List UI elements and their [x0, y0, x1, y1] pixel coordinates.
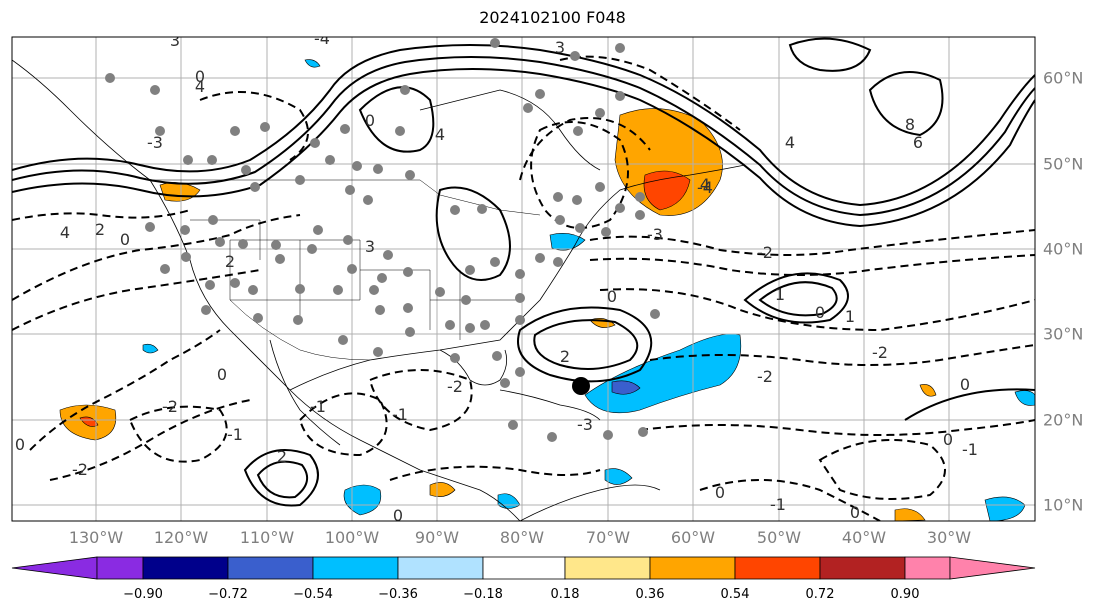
- contour-label: 0: [15, 435, 25, 454]
- map-frame: [11, 36, 1036, 522]
- contour-label: 0: [850, 503, 860, 522]
- contour-label: 1: [775, 285, 785, 304]
- contour-label: 0: [607, 287, 617, 306]
- colorbar-tick: −0.90: [123, 587, 163, 602]
- contour-label: 4: [195, 77, 205, 96]
- lon-label: 120°W: [153, 528, 209, 547]
- contour-label: -2: [447, 377, 463, 396]
- contour-label: 0: [960, 375, 970, 394]
- contour-label: 2: [95, 220, 105, 239]
- contour-label: -3: [647, 225, 663, 244]
- contour-label: -2: [162, 397, 178, 416]
- contour-label: 3: [555, 38, 565, 57]
- contour-labels: 4 4 4 4 4 2 2 2 2 0 0 0 0 0 0 0 0 0 0 0 …: [15, 29, 978, 525]
- contour-label: 1: [845, 307, 855, 326]
- colorbar-tick: −0.36: [378, 587, 418, 602]
- lat-label: 30°N: [1043, 324, 1084, 344]
- contour-label: -2: [757, 367, 773, 386]
- lon-label: 60°W: [670, 528, 716, 547]
- lon-label: 50°W: [756, 528, 802, 547]
- lon-label: 30°W: [926, 528, 972, 547]
- contour-label: 2: [560, 347, 570, 366]
- contour-label: -2: [757, 243, 773, 262]
- colorbar-tick: −0.54: [293, 587, 333, 602]
- contour-label: -1: [962, 440, 978, 459]
- graticule: [12, 37, 1035, 521]
- colorbar-tick: 0.54: [720, 587, 750, 602]
- contour-label: 3: [365, 237, 375, 256]
- contour-label: 2: [277, 447, 287, 466]
- contour-label: -1: [770, 495, 786, 514]
- colorbar-extend-low: [11, 556, 98, 580]
- lon-label: 40°W: [841, 528, 887, 547]
- colorbar-tick: −0.18: [463, 587, 503, 602]
- contour-label: -2: [72, 460, 88, 479]
- storm-center-marker: [572, 377, 590, 395]
- colorbar-tick: 0.18: [550, 587, 580, 602]
- colorbar: [11, 556, 1036, 580]
- coastlines: [12, 59, 746, 521]
- colorbar-tick: 0.90: [890, 587, 920, 602]
- colorbar-extend-high: [949, 556, 1036, 580]
- colorbar-tick: 0.36: [635, 587, 665, 602]
- station-markers: [105, 38, 660, 442]
- lon-label: 110°W: [239, 528, 295, 547]
- contour-label: 0: [393, 506, 403, 525]
- contour-label: 4: [785, 133, 795, 152]
- contour-label: 8: [905, 115, 915, 134]
- political-borders: [150, 179, 541, 361]
- contour-label: 6: [913, 133, 923, 152]
- contour-label: 0: [120, 230, 130, 249]
- lat-label: 60°N: [1043, 68, 1084, 88]
- colorbar-tick: 0.72: [805, 587, 835, 602]
- contour-label: 4: [435, 125, 445, 144]
- contour-label: 2: [225, 252, 235, 271]
- dashed-contours: [12, 55, 1035, 521]
- contour-label: 4: [60, 223, 70, 242]
- contour-label: -1: [310, 397, 326, 416]
- contour-label: -4: [697, 178, 713, 197]
- lon-label: 90°W: [414, 528, 460, 547]
- contour-label: -3: [577, 415, 593, 434]
- lon-label: 80°W: [499, 528, 545, 547]
- lat-label: 50°N: [1043, 154, 1084, 174]
- contour-label: 0: [815, 303, 825, 322]
- contour-label: -3: [147, 133, 163, 152]
- lat-label: 40°N: [1043, 239, 1084, 259]
- contour-label: 0: [715, 483, 725, 502]
- contour-label: -1: [392, 405, 408, 424]
- contour-label: 3: [170, 31, 180, 50]
- lat-label: 10°N: [1043, 495, 1084, 515]
- contour-label: 0: [195, 67, 205, 86]
- lat-label: 20°N: [1043, 410, 1084, 430]
- shaded-areas: [59, 59, 1035, 521]
- lon-label: 100°W: [324, 528, 380, 547]
- contour-label: 0: [365, 111, 375, 130]
- contour-label: -2: [872, 343, 888, 362]
- contour-label: 0: [217, 365, 227, 384]
- map-title: 2024102100 F048: [479, 8, 626, 27]
- solid-contours: [12, 37, 1035, 507]
- colorbar-tick: −0.72: [208, 587, 248, 602]
- contour-label: 4: [700, 175, 710, 194]
- lon-label: 70°W: [585, 528, 631, 547]
- contour-label: 0: [943, 430, 953, 449]
- contour-label: -1: [227, 425, 243, 444]
- contour-label: -4: [314, 29, 330, 48]
- lon-label: 130°W: [68, 528, 124, 547]
